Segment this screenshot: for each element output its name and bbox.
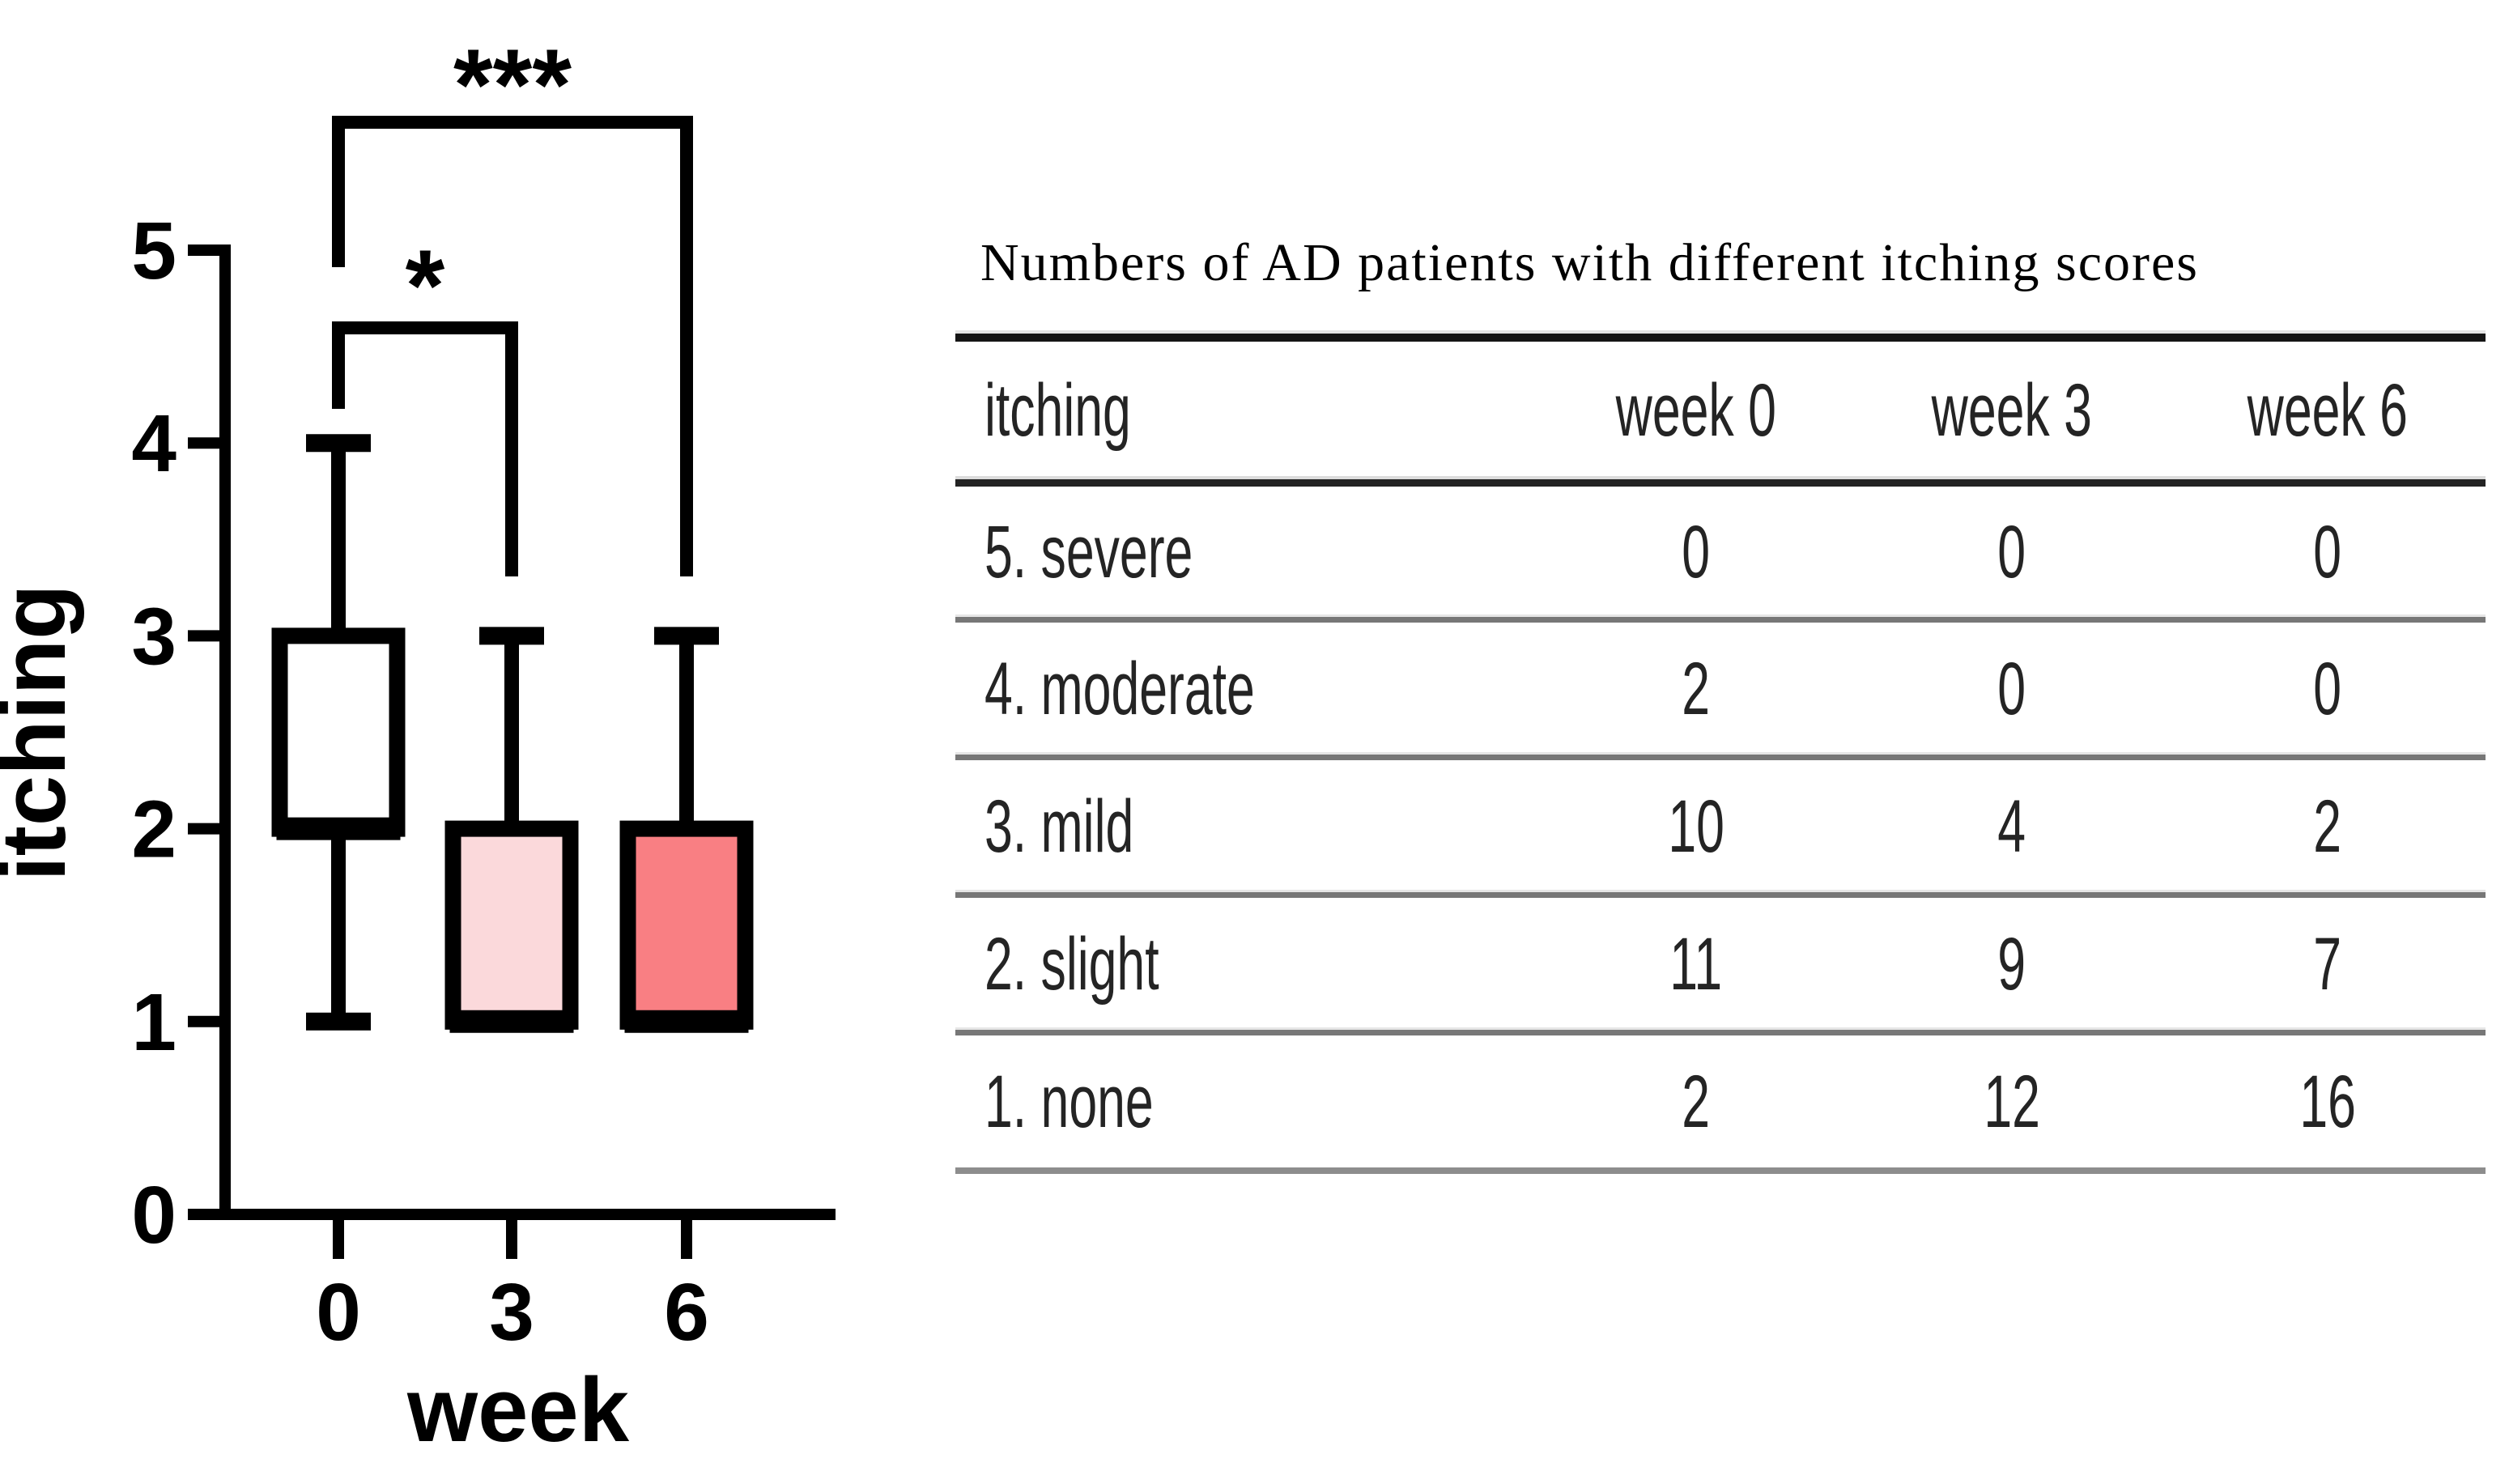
cell-value: 4 (1997, 785, 2026, 868)
table-row-mild: 3. mild 10 4 2 (955, 755, 2486, 892)
svg-text:2: 2 (131, 785, 176, 875)
svg-text:1: 1 (131, 977, 176, 1068)
table-title: Numbers of AD patients with different it… (980, 233, 2199, 292)
svg-text:0: 0 (131, 1170, 176, 1261)
table-header-itching: itching (984, 369, 1131, 452)
table-row-none: 1. none 2 12 16 (955, 1030, 2486, 1167)
svg-text:itching: itching (0, 584, 84, 881)
table-header-row: itching week 0 week 3 week 6 (955, 342, 2486, 479)
itching-boxplot: 0 1 2 3 4 5 0 3 6 week itching **** (0, 29, 836, 1461)
row-label: 5. severe (984, 510, 1193, 593)
svg-text:week: week (406, 1359, 630, 1461)
cell-value: 0 (1682, 510, 1711, 593)
table-header-week6: week 6 (2247, 369, 2409, 452)
svg-text:3: 3 (489, 1267, 534, 1358)
cell-value: 2 (1682, 1060, 1711, 1143)
svg-text:3: 3 (131, 591, 176, 682)
cell-value: 0 (2313, 510, 2342, 593)
cell-value: 0 (1997, 510, 2026, 593)
svg-text:*: * (406, 230, 445, 342)
cell-value: 10 (1668, 785, 1724, 868)
cell-value: 9 (1997, 922, 2026, 1006)
cell-value: 12 (1984, 1060, 2040, 1143)
cell-value: 16 (2299, 1060, 2356, 1143)
svg-text:***: *** (453, 29, 572, 142)
row-label: 3. mild (984, 785, 1134, 868)
cell-value: 2 (1682, 647, 1711, 730)
row-label: 1. none (984, 1060, 1154, 1143)
cell-value: 11 (1669, 922, 1723, 1006)
table-header-week0: week 0 (1615, 369, 1777, 452)
cell-value: 7 (2313, 922, 2342, 1006)
row-label: 4. moderate (984, 647, 1255, 730)
cell-value: 0 (2313, 647, 2342, 730)
cell-value: 2 (2313, 785, 2342, 868)
itching-table: itching week 0 week 3 week 6 5. severe 0… (955, 334, 2486, 1174)
table-row-moderate: 4. moderate 2 0 0 (955, 617, 2486, 755)
svg-text:6: 6 (664, 1267, 709, 1358)
row-label: 2. slight (984, 922, 1159, 1006)
table-header-week3: week 3 (1931, 369, 2093, 452)
cell-value: 0 (1997, 647, 2026, 730)
svg-text:4: 4 (131, 398, 176, 489)
svg-text:0: 0 (316, 1267, 361, 1358)
table-row-slight: 2. slight 11 9 7 (955, 892, 2486, 1030)
table-row-severe: 5. severe 0 0 0 (955, 479, 2486, 617)
svg-text:5: 5 (131, 206, 176, 296)
